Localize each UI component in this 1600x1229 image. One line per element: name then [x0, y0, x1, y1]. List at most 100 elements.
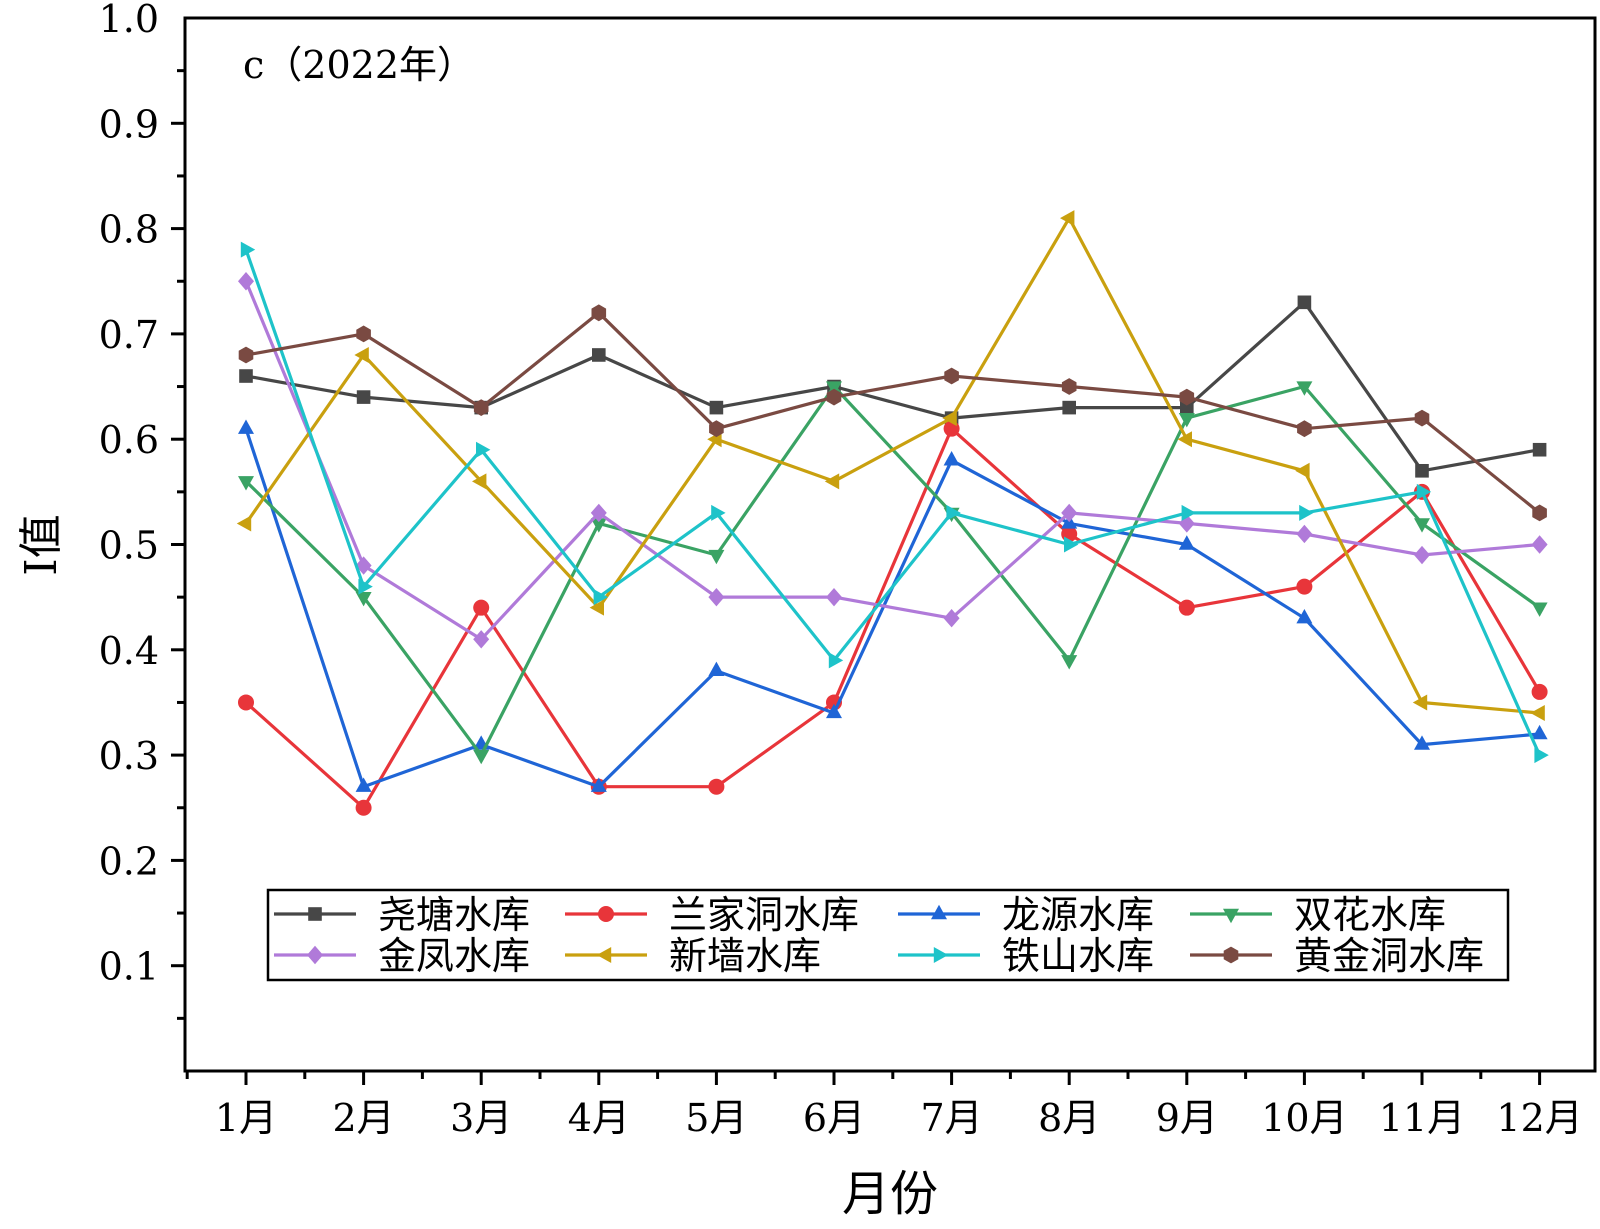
series-3	[238, 419, 1548, 792]
legend-label: 铁山水库	[1002, 934, 1154, 978]
x-tick-label: 1月	[215, 1096, 277, 1140]
data-point	[708, 661, 725, 677]
data-point	[944, 367, 959, 385]
data-point	[1532, 442, 1547, 457]
legend-marker	[1223, 946, 1239, 964]
y-tick-label: 0.7	[99, 313, 159, 357]
data-point	[708, 778, 725, 795]
data-point	[358, 578, 373, 595]
data-point	[240, 241, 256, 258]
data-point	[356, 390, 371, 404]
data-point	[472, 473, 487, 490]
data-point	[942, 410, 957, 427]
series-line	[244, 427, 1541, 810]
legend-box	[266, 888, 1510, 982]
legend-label: 龙源水库	[1002, 893, 1154, 937]
data-point	[709, 400, 724, 415]
data-point	[1296, 578, 1313, 595]
data-point	[238, 476, 254, 491]
data-point	[1531, 724, 1548, 740]
data-point	[943, 451, 960, 466]
data-point	[1414, 518, 1430, 533]
data-point	[1297, 295, 1312, 310]
data-point	[828, 652, 844, 669]
data-point	[476, 441, 491, 458]
data-point	[1064, 536, 1079, 553]
data-point	[1177, 431, 1192, 448]
legend-label: 新墙水库	[669, 934, 821, 978]
data-point	[356, 325, 371, 343]
x-tick-label: 10月	[1261, 1096, 1347, 1140]
data-point	[355, 799, 372, 816]
legend-item: 铁山水库	[898, 934, 1154, 978]
data-point	[708, 549, 725, 565]
legend-item: 双花水库	[1190, 893, 1446, 937]
x-tick-label: 4月	[568, 1096, 630, 1140]
series-7	[240, 241, 1549, 764]
data-point	[1530, 704, 1545, 721]
legend-label: 兰家洞水库	[669, 893, 859, 937]
legend-item: 金凤水库	[274, 934, 530, 978]
data-point	[1531, 683, 1548, 700]
series-layer	[236, 210, 1549, 816]
data-point	[1531, 602, 1548, 617]
series-6	[236, 210, 1545, 721]
data-point	[946, 504, 961, 521]
data-point	[1061, 655, 1078, 670]
data-point	[1060, 210, 1075, 227]
data-point	[826, 388, 842, 406]
data-point	[1415, 463, 1429, 478]
data-point	[238, 272, 254, 291]
data-point	[1531, 535, 1548, 554]
data-point	[590, 503, 607, 523]
y-tick-label: 0.9	[99, 102, 159, 146]
x-tick-label: 8月	[1038, 1096, 1100, 1140]
data-point	[591, 304, 607, 322]
legend-item: 兰家洞水库	[565, 893, 859, 937]
legend-marker	[931, 904, 947, 920]
legend-marker	[933, 947, 949, 963]
series-line	[244, 249, 1542, 756]
data-point	[238, 694, 254, 711]
x-tick-label: 3月	[450, 1096, 512, 1140]
data-point	[1295, 462, 1310, 479]
legend-item: 黄金洞水库	[1190, 934, 1484, 978]
data-point	[1296, 524, 1313, 544]
data-point	[824, 473, 840, 490]
data-point	[826, 381, 842, 396]
data-point	[1299, 504, 1314, 521]
legend-marker	[1223, 908, 1239, 924]
x-tick-label: 12月	[1496, 1096, 1582, 1140]
x-tick-label: 6月	[803, 1096, 865, 1140]
data-point	[826, 587, 842, 607]
x-tick-label: 7月	[921, 1096, 983, 1140]
data-point	[1532, 504, 1547, 522]
data-point	[1412, 694, 1428, 711]
axes-layer: 0.1 0.2 0.3 0.4 0.5 0.6 0.7 0.8 0.9 1.0 1月 2月 3月 4月 5月…	[99, 0, 1583, 1140]
y-tick-label: 0.8	[99, 208, 159, 252]
data-point	[1178, 599, 1195, 616]
y-tick-label: 0.4	[99, 629, 159, 673]
data-point	[473, 599, 490, 616]
data-point	[473, 630, 490, 649]
data-point	[355, 556, 372, 575]
data-point	[354, 346, 369, 363]
legend-item: 龙源水库	[898, 893, 1154, 937]
data-point	[473, 399, 489, 416]
y-axis-title: I值	[16, 514, 67, 575]
legend-marker	[596, 947, 612, 963]
data-point	[1414, 545, 1430, 565]
legend-label: 尧塘水库	[378, 893, 530, 937]
data-point	[1180, 400, 1194, 415]
series-line	[245, 300, 1540, 473]
data-point	[238, 419, 254, 434]
series-line	[244, 280, 1540, 641]
data-point	[589, 599, 604, 616]
y-tick-label: 1.0	[99, 0, 159, 41]
data-point	[1181, 504, 1196, 521]
data-point	[1296, 609, 1313, 624]
legend-marker	[307, 945, 323, 965]
y-tick-label: 0.6	[99, 418, 159, 462]
